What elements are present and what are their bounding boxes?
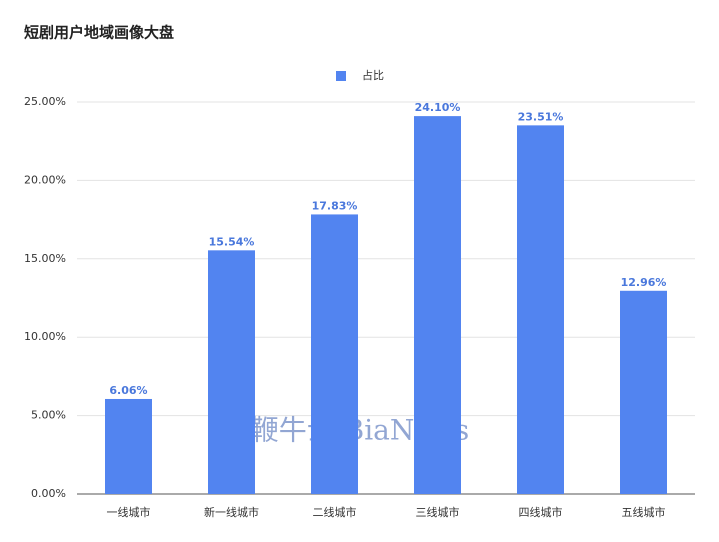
y-tick-label: 25.00% <box>24 95 66 108</box>
y-tick-label: 20.00% <box>24 173 66 186</box>
value-label: 6.06% <box>109 384 147 397</box>
value-label: 17.83% <box>312 199 358 212</box>
x-tick-label: 新一线城市 <box>204 505 259 519</box>
bar <box>208 250 255 494</box>
y-tick-label: 10.00% <box>24 330 66 343</box>
y-tick-label: 5.00% <box>31 409 66 422</box>
bar <box>620 290 667 494</box>
value-label: 24.10% <box>415 101 461 114</box>
y-tick-label: 15.00% <box>24 252 66 265</box>
y-tick-label: 0.00% <box>31 487 66 500</box>
bar <box>105 398 152 494</box>
legend-swatch <box>336 71 346 81</box>
value-label: 15.54% <box>209 235 255 248</box>
bar <box>414 116 461 494</box>
x-tick-label: 三线城市 <box>416 505 460 519</box>
x-tick-label: 四线城市 <box>519 505 563 519</box>
bar <box>311 214 358 494</box>
bar <box>517 125 564 495</box>
x-tick-label: 二线城市 <box>313 505 357 519</box>
legend-label: 占比 <box>362 68 384 82</box>
x-tick-label: 一线城市 <box>107 505 151 519</box>
x-tick-label: 五线城市 <box>622 505 666 519</box>
value-label: 12.96% <box>621 276 667 289</box>
chart-title: 短剧用户地域画像大盘 <box>24 24 174 42</box>
value-label: 23.51% <box>518 110 564 123</box>
